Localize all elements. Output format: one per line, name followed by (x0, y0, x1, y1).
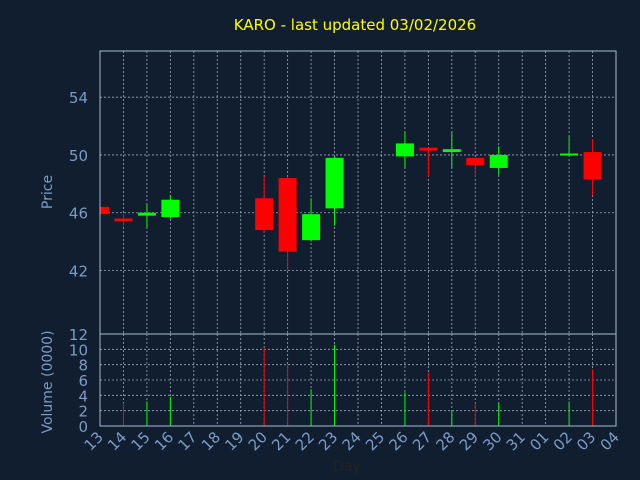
price-grid (99, 51, 617, 334)
candle-body (489, 154, 508, 168)
candle-body (395, 143, 414, 157)
candle-body (278, 178, 297, 252)
x-tick-label: 22 (292, 428, 318, 454)
volume-tick-label: 2 (78, 403, 88, 421)
x-tick-label: 04 (597, 428, 623, 454)
x-tick-label: 23 (315, 428, 341, 454)
x-tick-label: 19 (221, 428, 247, 454)
x-tick-label: 30 (479, 428, 505, 454)
chart-title: KARO - last updated 03/02/2026 (234, 16, 476, 34)
candle-body (466, 157, 485, 166)
volume-tick-label: 6 (78, 372, 88, 390)
candle-body (419, 147, 438, 151)
x-tick-label: 24 (339, 428, 365, 454)
x-tick-label: 18 (198, 428, 224, 454)
candle-body (325, 157, 344, 209)
x-tick-label: 03 (573, 428, 599, 454)
volume-tick-label: 8 (78, 357, 88, 375)
x-tick-label: 01 (526, 428, 552, 454)
x-tick-label: 28 (432, 428, 458, 454)
x-tick-label: 20 (245, 428, 271, 454)
candle-body (114, 218, 133, 222)
price-tick-labels: 42 46 50 54 (69, 89, 88, 280)
x-tick-label: 17 (174, 428, 200, 454)
candle-body (302, 214, 321, 241)
x-tick-label: 25 (362, 428, 388, 454)
x-tick-label: 21 (268, 428, 294, 454)
price-tick-label: 42 (69, 262, 88, 280)
candle-body (137, 212, 156, 216)
volume-panel-frame (99, 333, 617, 427)
volume-bars (122, 344, 594, 426)
x-tick-label: 02 (550, 428, 576, 454)
volume-axis-label: Volume (0000) (40, 330, 56, 433)
price-axis-label: Price (40, 175, 56, 209)
price-tick-label: 54 (69, 89, 88, 107)
volume-grid (99, 334, 617, 426)
volume-tick-label: 4 (78, 387, 88, 405)
x-tick-label: 29 (456, 428, 482, 454)
x-tick-label: 27 (409, 428, 435, 454)
x-tick-label: 31 (503, 428, 529, 454)
candle-body (161, 199, 180, 218)
candle-body (442, 149, 461, 153)
price-tick-label: 46 (69, 205, 88, 223)
candle-body (100, 206, 109, 215)
volume-tick-label: 10 (69, 341, 88, 359)
x-tick-label: 26 (386, 428, 412, 454)
x-tick-labels: 1314151617181920212223242526272829303101… (81, 428, 623, 454)
x-tick-label: 14 (104, 428, 130, 454)
price-tick-label: 50 (69, 147, 88, 165)
volume-tick-label: 0 (78, 418, 88, 436)
x-tick-label: 15 (128, 428, 154, 454)
x-tick-label: 16 (151, 428, 177, 454)
candle-body (583, 152, 602, 180)
candle-body (255, 198, 274, 231)
candle-body (560, 153, 579, 156)
volume-tick-label: 12 (69, 326, 88, 344)
x-axis-label: Day (333, 459, 361, 475)
price-candles (99, 131, 602, 271)
